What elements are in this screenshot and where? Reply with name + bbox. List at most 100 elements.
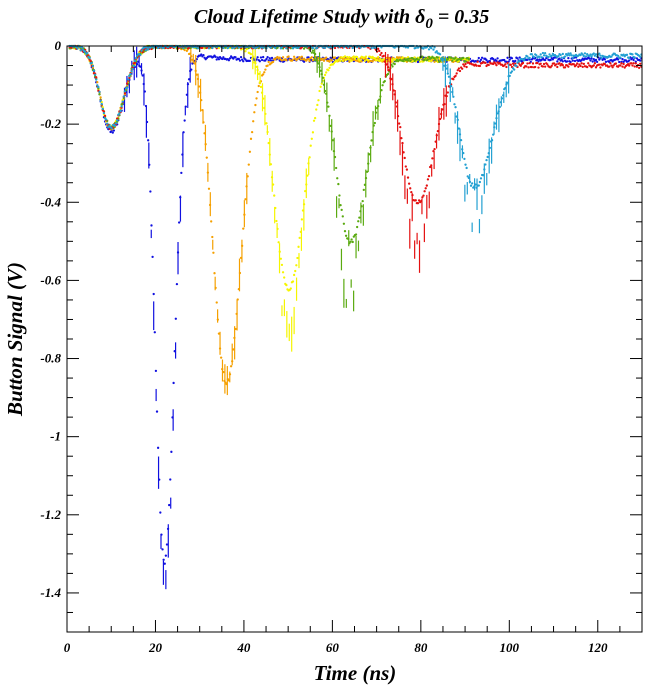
data-point bbox=[278, 56, 281, 59]
data-point bbox=[550, 64, 553, 67]
x-tick-label: 80 bbox=[414, 640, 428, 655]
data-point bbox=[183, 48, 186, 52]
data-point bbox=[423, 190, 426, 193]
data-point bbox=[300, 55, 304, 58]
data-point bbox=[371, 60, 374, 63]
data-point bbox=[464, 60, 467, 63]
data-point bbox=[339, 59, 342, 62]
data-point bbox=[593, 62, 597, 65]
data-point bbox=[610, 55, 613, 58]
data-point bbox=[462, 63, 465, 66]
data-point bbox=[353, 57, 357, 60]
y-tick-label: -0.2 bbox=[40, 116, 61, 131]
data-point bbox=[248, 59, 252, 63]
data-point bbox=[147, 48, 150, 51]
data-point bbox=[378, 49, 381, 52]
data-point bbox=[556, 65, 559, 69]
data-point bbox=[352, 55, 355, 58]
data-point bbox=[162, 46, 165, 49]
data-point bbox=[222, 46, 225, 50]
data-point bbox=[99, 99, 102, 102]
data-point bbox=[478, 60, 482, 63]
data-point bbox=[382, 54, 385, 58]
data-point bbox=[336, 60, 339, 63]
data-point bbox=[514, 59, 517, 63]
data-point bbox=[106, 122, 109, 125]
data-point bbox=[469, 184, 473, 187]
data-point bbox=[610, 64, 613, 67]
data-point bbox=[114, 122, 118, 125]
data-point bbox=[344, 58, 348, 61]
data-point bbox=[139, 53, 142, 57]
data-point bbox=[294, 269, 297, 273]
data-point bbox=[91, 66, 95, 69]
data-point bbox=[625, 53, 629, 56]
data-point bbox=[165, 543, 169, 546]
data-point bbox=[466, 175, 469, 178]
data-point bbox=[561, 64, 564, 67]
data-point bbox=[581, 65, 584, 69]
data-point bbox=[255, 58, 258, 61]
data-point bbox=[550, 54, 553, 57]
data-point bbox=[438, 53, 442, 56]
data-point bbox=[421, 196, 424, 199]
data-point bbox=[229, 365, 233, 368]
data-point bbox=[422, 194, 425, 197]
data-point bbox=[534, 65, 537, 69]
data-point bbox=[132, 64, 135, 68]
data-point bbox=[430, 164, 433, 167]
data-point bbox=[543, 52, 547, 55]
data-point bbox=[370, 46, 373, 50]
data-point bbox=[461, 67, 464, 70]
data-point bbox=[79, 49, 82, 52]
data-point bbox=[555, 63, 558, 66]
data-point bbox=[452, 78, 455, 81]
data-point bbox=[592, 52, 595, 55]
data-point bbox=[511, 62, 515, 65]
data-point bbox=[281, 271, 285, 274]
data-point bbox=[503, 58, 506, 62]
data-point bbox=[201, 46, 204, 49]
data-point bbox=[416, 202, 420, 205]
data-point bbox=[213, 272, 216, 275]
data-point bbox=[447, 75, 451, 78]
data-point bbox=[249, 52, 253, 56]
data-point bbox=[86, 51, 89, 55]
data-point bbox=[291, 58, 295, 61]
data-point bbox=[141, 74, 144, 77]
data-point bbox=[576, 62, 579, 65]
data-point bbox=[295, 46, 298, 49]
data-point bbox=[528, 61, 531, 65]
x-tick-label: 20 bbox=[148, 640, 163, 655]
chart-title: Cloud Lifetime Study with δ0 = 0.35 bbox=[194, 6, 489, 32]
data-point bbox=[598, 63, 601, 66]
data-point bbox=[464, 62, 467, 66]
data-point bbox=[249, 137, 253, 140]
data-point bbox=[458, 69, 462, 73]
data-point bbox=[168, 503, 171, 507]
data-point bbox=[270, 56, 274, 60]
data-point bbox=[340, 208, 343, 212]
data-point bbox=[144, 49, 148, 52]
plot-frame bbox=[66, 45, 643, 633]
data-point bbox=[253, 111, 256, 114]
data-point bbox=[433, 147, 436, 151]
data-point bbox=[409, 187, 412, 190]
data-point bbox=[480, 56, 484, 59]
data-point bbox=[487, 63, 490, 67]
data-point bbox=[506, 56, 509, 59]
data-point bbox=[432, 48, 435, 51]
data-point bbox=[164, 554, 168, 557]
data-point bbox=[588, 57, 591, 60]
data-point bbox=[407, 57, 411, 60]
data-point bbox=[333, 56, 337, 59]
data-point bbox=[633, 65, 636, 68]
data-point bbox=[603, 62, 606, 66]
data-point bbox=[285, 283, 288, 287]
data-point bbox=[310, 51, 313, 54]
data-point bbox=[414, 46, 417, 50]
data-point bbox=[126, 82, 129, 85]
data-point bbox=[341, 215, 344, 218]
data-point bbox=[93, 73, 97, 76]
